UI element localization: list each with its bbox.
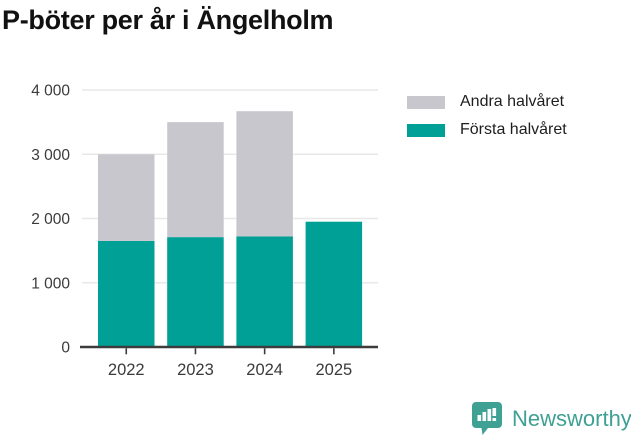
y-axis-label: 1 000 xyxy=(31,275,70,292)
y-axis-label: 2 000 xyxy=(31,211,70,228)
x-axis-label: 2022 xyxy=(108,361,145,379)
y-axis-label: 0 xyxy=(61,340,70,357)
y-axis-label: 4 000 xyxy=(31,83,70,100)
legend-swatch-teal xyxy=(407,123,445,137)
legend-label: Första halvåret xyxy=(460,121,567,138)
legend-swatch-gray xyxy=(407,95,445,109)
x-axis-label: 2025 xyxy=(315,361,352,379)
bar-segment xyxy=(98,240,155,347)
bar-segment xyxy=(236,236,293,347)
legend-item-forsta-halvaret: Första halvåret xyxy=(407,121,567,138)
bar-segment xyxy=(98,154,155,241)
newsworthy-logo[interactable]: Newsworthy xyxy=(471,401,631,436)
y-axis-label: 3 000 xyxy=(31,147,70,164)
newsworthy-speech-bubble-icon xyxy=(472,402,502,435)
bar-segment xyxy=(167,122,224,238)
legend-label: Andra halvåret xyxy=(460,93,565,110)
legend: Andra halvåret Första halvåret xyxy=(407,93,567,138)
legend-item-andra-halvaret: Andra halvåret xyxy=(407,93,567,110)
page-title: P-böter per år i Ängelholm xyxy=(2,5,334,35)
bar-segment xyxy=(167,237,224,347)
bar-segment xyxy=(305,221,363,347)
bar-segment xyxy=(236,111,293,237)
x-axis-label: 2024 xyxy=(246,361,283,379)
x-axis-label: 2023 xyxy=(177,361,214,379)
brand-name: Newsworthy xyxy=(512,405,631,431)
